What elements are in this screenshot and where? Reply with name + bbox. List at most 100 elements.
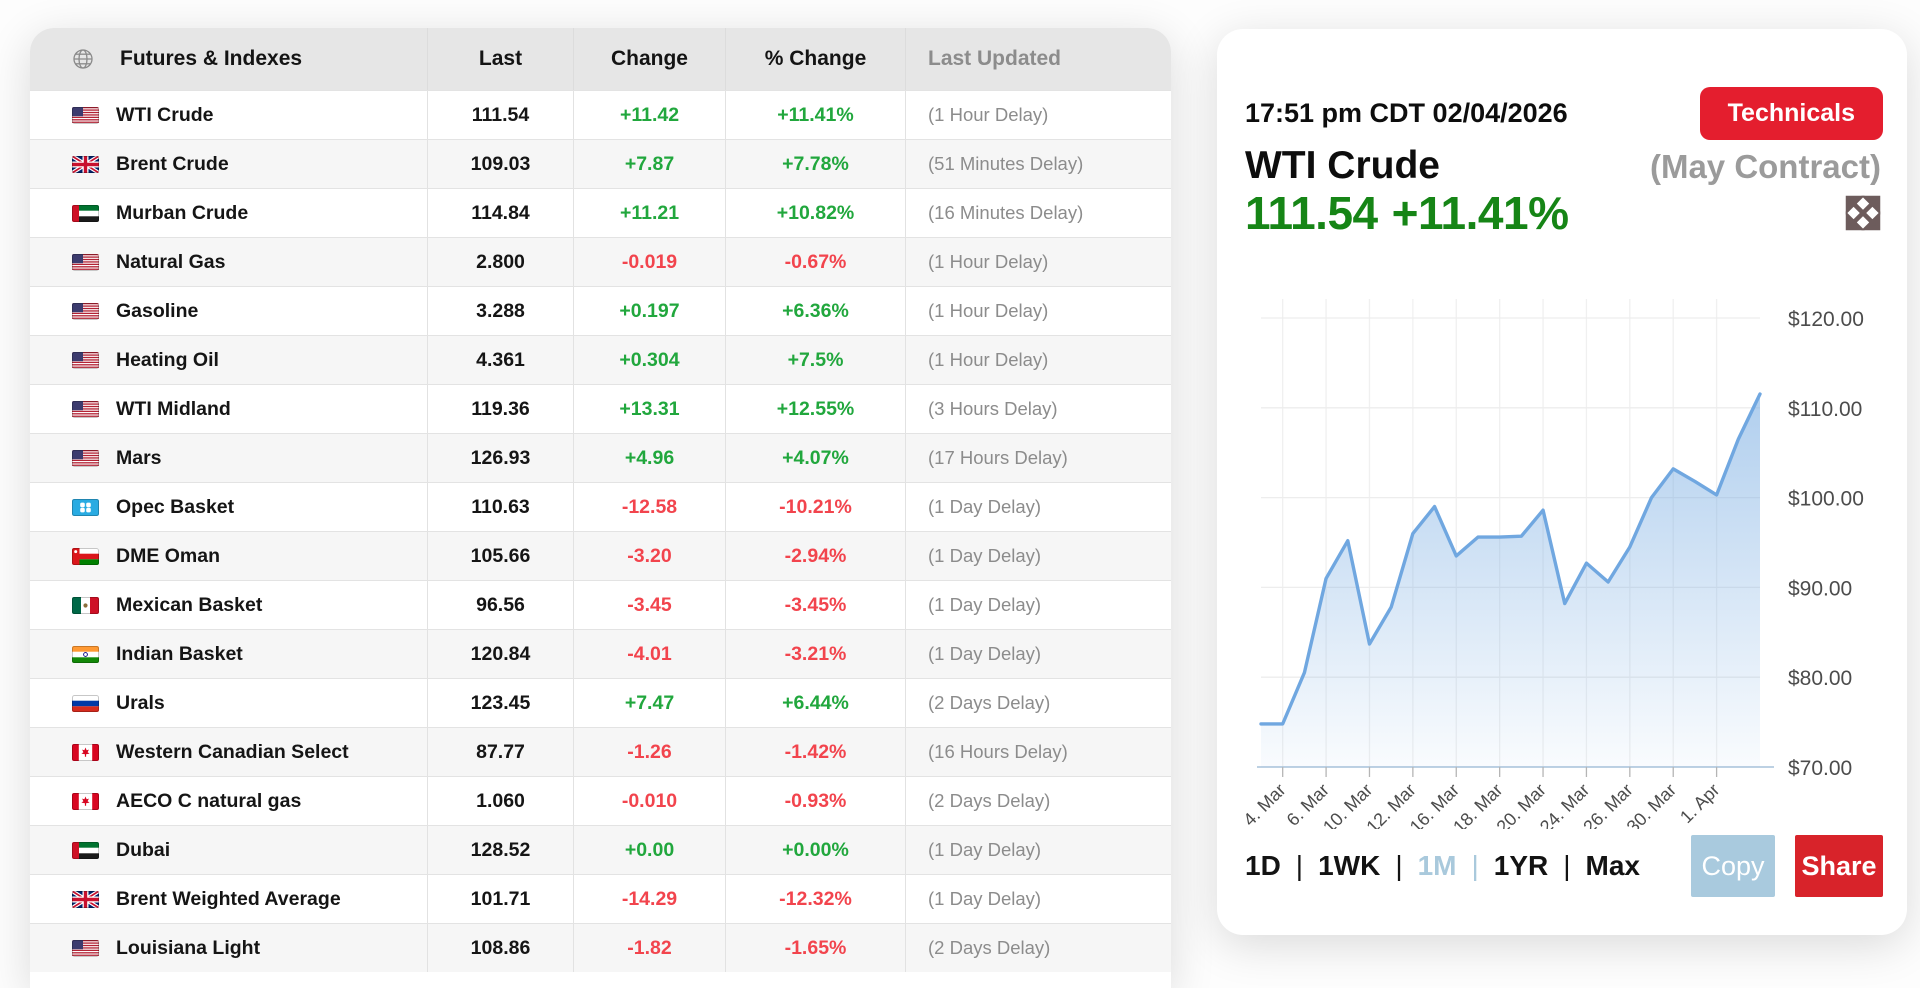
table-row[interactable]: Heating Oil 4.361 +0.304 +7.5% (1 Hour Delay…	[30, 335, 1171, 384]
last-cell: 111.54	[427, 91, 573, 139]
table-row[interactable]: Murban Crude 114.84 +11.21 +10.82% (16 Minut…	[30, 188, 1171, 237]
pct-change-cell: +0.00%	[725, 826, 905, 874]
table-row[interactable]: Mexican Basket 96.56 -3.45 -3.45% (1 Day Del…	[30, 580, 1171, 629]
us-flag-icon	[72, 351, 99, 369]
table-row[interactable]: Opec Basket 110.63 -12.58 -10.21% (1 Day Del…	[30, 482, 1171, 531]
instrument-name-cell: Louisiana Light	[30, 924, 427, 972]
col-header-last-updated: Last Updated	[905, 28, 1171, 90]
last-cell: 105.66	[427, 532, 573, 580]
col-header-futures-indexes: Futures & Indexes	[30, 28, 427, 90]
pct-change-cell: +7.5%	[725, 336, 905, 384]
last-updated-cell: (1 Hour Delay)	[905, 91, 1171, 139]
table-row[interactable]: Natural Gas 2.800 -0.019 -0.67% (1 Hour Dela…	[30, 237, 1171, 286]
change-cell: -1.82	[573, 924, 725, 972]
instrument-name: Indian Basket	[116, 642, 243, 665]
last-updated-cell: (1 Day Delay)	[905, 532, 1171, 580]
col-header-pct-change: % Change	[725, 28, 905, 90]
last-cell: 109.03	[427, 140, 573, 188]
instrument-name-cell: Murban Crude	[30, 189, 427, 237]
table-row[interactable]: Western Canadian Select 87.77 -1.26 -1.42%(…	[30, 727, 1171, 776]
change-cell: -14.29	[573, 875, 725, 923]
change-cell: +0.304	[573, 336, 725, 384]
pct-change-cell: -1.42%	[725, 728, 905, 776]
expand-icon[interactable]	[1843, 193, 1883, 233]
last-cell: 120.84	[427, 630, 573, 678]
pct-change-cell: +11.41%	[725, 91, 905, 139]
uae-flag-icon	[72, 841, 99, 859]
instrument-name-cell: Natural Gas	[30, 238, 427, 286]
change-cell: -3.45	[573, 581, 725, 629]
pct-change-cell: -1.65%	[725, 924, 905, 972]
table-row[interactable]: WTI Midland 119.36 +13.31 +12.55% (3 Hours D…	[30, 384, 1171, 433]
price-change-pct: +11.41%	[1391, 187, 1569, 239]
price-chart[interactable]: $120.00 $110.00 $100.00 $90.00 $80.00 $70.00 4…	[1239, 269, 1895, 837]
last-cell: 128.52	[427, 826, 573, 874]
last-cell: 119.36	[427, 385, 573, 433]
last-updated-cell: (1 Hour Delay)	[905, 336, 1171, 384]
technicals-button[interactable]: Technicals	[1699, 87, 1883, 140]
table-row[interactable]: Urals 123.45 +7.47 +6.44% (2 Days Delay)	[30, 678, 1171, 727]
russia-flag-icon	[72, 694, 99, 712]
pct-change-cell: +10.82%	[725, 189, 905, 237]
svg-text:$120.00: $120.00	[1788, 308, 1864, 331]
last-updated-cell: (2 Days Delay)	[905, 924, 1171, 972]
last-updated-cell: (1 Day Delay)	[905, 875, 1171, 923]
pct-change-cell: +6.44%	[725, 679, 905, 727]
us-flag-icon	[72, 302, 99, 320]
instrument-name: Natural Gas	[116, 250, 226, 273]
table-row[interactable]: DME Oman 105.66 -3.20 -2.94% (1 Day Delay)	[30, 531, 1171, 580]
instrument-name-cell: DME Oman	[30, 532, 427, 580]
us-flag-icon	[72, 253, 99, 271]
range-1yr[interactable]: 1YR	[1493, 850, 1549, 881]
india-flag-icon	[72, 645, 99, 663]
table-row[interactable]: Brent Weighted Average 101.71 -14.29 -12.32…	[30, 874, 1171, 923]
canada-flag-icon	[72, 792, 99, 810]
instrument-title: WTI Crude	[1245, 144, 1440, 187]
range-max[interactable]: Max	[1585, 850, 1640, 881]
pct-change-cell: -10.21%	[725, 483, 905, 531]
last-cell: 3.288	[427, 287, 573, 335]
uk-flag-icon	[72, 890, 99, 908]
last-cell: 96.56	[427, 581, 573, 629]
last-cell: 123.45	[427, 679, 573, 727]
table-row[interactable]: Indian Basket 120.84 -4.01 -3.21% (1 Day Del…	[30, 629, 1171, 678]
mexico-flag-icon	[72, 596, 99, 614]
table-row[interactable]: WTI Crude 111.54 +11.42 +11.41% (1 Hour Dela…	[30, 90, 1171, 139]
range-selector: 1D | 1WK | 1M | 1YR | Max	[1245, 850, 1640, 882]
copy-button[interactable]: Copy	[1691, 835, 1775, 897]
change-cell: -3.20	[573, 532, 725, 580]
instrument-name: DME Oman	[116, 544, 221, 567]
instrument-name-cell: Heating Oil	[30, 336, 427, 384]
canada-flag-icon	[72, 743, 99, 761]
contract-label: (May Contract)	[1649, 148, 1881, 185]
instrument-name: Opec Basket	[116, 495, 235, 518]
pct-change-cell: +6.36%	[725, 287, 905, 335]
table-row[interactable]: Dubai 128.52 +0.00 +0.00% (1 Day Delay)	[30, 825, 1171, 874]
last-cell: 101.71	[427, 875, 573, 923]
instrument-name: Murban Crude	[116, 201, 249, 224]
change-cell: -4.01	[573, 630, 725, 678]
change-cell: +11.42	[573, 91, 725, 139]
range-1wk[interactable]: 1WK	[1318, 850, 1381, 881]
instrument-name-cell: AECO C natural gas	[30, 777, 427, 825]
table-header: Futures & Indexes Last Change % Change L…	[30, 28, 1171, 90]
table-row[interactable]: Brent Crude 109.03 +7.87 +7.78% (51 Minutes …	[30, 139, 1171, 188]
last-cell: 126.93	[427, 434, 573, 482]
table-row[interactable]: Mars 126.93 +4.96 +4.07% (17 Hours Delay)	[30, 433, 1171, 482]
instrument-name-cell: Dubai	[30, 826, 427, 874]
table-row[interactable]: Gasoline 3.288 +0.197 +6.36% (1 Hour Delay)	[30, 286, 1171, 335]
change-cell: -0.010	[573, 777, 725, 825]
range-1d[interactable]: 1D	[1245, 850, 1281, 881]
last-cell: 4.361	[427, 336, 573, 384]
table-row[interactable]: AECO C natural gas 1.060 -0.010 -0.93% (2 Da…	[30, 776, 1171, 825]
share-button[interactable]: Share	[1795, 835, 1883, 897]
change-cell: +0.197	[573, 287, 725, 335]
table-body: WTI Crude 111.54 +11.42 +11.41% (1 Hour Dela…	[30, 90, 1171, 972]
change-cell: -1.26	[573, 728, 725, 776]
change-cell: +7.47	[573, 679, 725, 727]
range-1m[interactable]: 1M	[1417, 850, 1457, 881]
last-updated-cell: (1 Hour Delay)	[905, 287, 1171, 335]
instrument-name: Mars	[116, 446, 162, 469]
last-updated-cell: (3 Hours Delay)	[905, 385, 1171, 433]
table-row[interactable]: Louisiana Light 108.86 -1.82 -1.65% (2 Days …	[30, 923, 1171, 972]
